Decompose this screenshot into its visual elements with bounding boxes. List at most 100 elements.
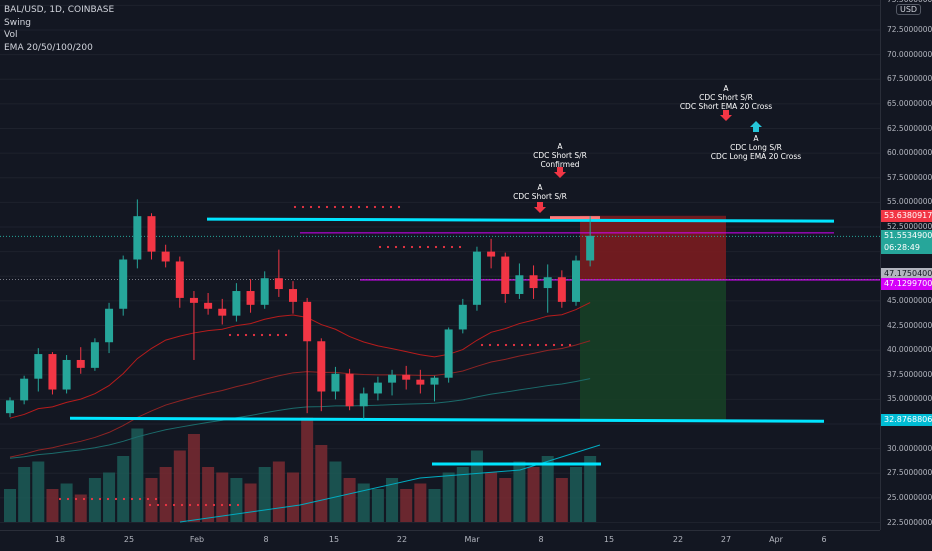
currency-button[interactable]: USD xyxy=(896,4,922,15)
candle-body xyxy=(416,379,425,385)
candle-body xyxy=(204,302,213,309)
candle-body xyxy=(543,277,552,289)
signal-text: CDC Short EMA 20 Cross xyxy=(679,102,773,111)
time-tick-label: Apr xyxy=(769,535,783,544)
swing-dot xyxy=(196,503,200,507)
swing-dot xyxy=(98,497,102,501)
volume-bar xyxy=(272,461,285,522)
volume-bar xyxy=(329,461,342,522)
swing-dot xyxy=(552,343,556,347)
signal-text: Confirmed xyxy=(540,160,580,169)
entry-marker xyxy=(550,216,600,220)
volume-bar xyxy=(60,483,73,522)
candle-body xyxy=(303,301,312,342)
volume-bar xyxy=(541,456,554,522)
time-tick-label: 27 xyxy=(720,535,732,544)
swing-dot xyxy=(488,343,492,347)
swing-dot xyxy=(146,497,150,501)
price-chart[interactable] xyxy=(0,0,880,530)
ema-20-line xyxy=(9,302,591,419)
volume-bar xyxy=(570,467,582,522)
swing-dot xyxy=(268,333,272,337)
volume-bar xyxy=(244,483,257,522)
candle-body xyxy=(472,251,481,305)
swing-dot xyxy=(410,245,414,249)
signal-arrows xyxy=(534,110,762,213)
volume-bar xyxy=(470,450,483,522)
swing-dot xyxy=(90,497,94,501)
indicator-ema[interactable]: EMA 20/50/100/200 xyxy=(4,42,93,53)
volume-bar xyxy=(131,428,144,522)
short-signal-2-label: A CDC Short S/R Confirmed xyxy=(533,142,587,169)
price-tag: 47.17504000 xyxy=(881,268,932,281)
candle-body xyxy=(90,342,99,368)
symbol-label[interactable]: BAL/USD, 1D, COINBASE xyxy=(4,5,115,15)
swing-dot xyxy=(520,343,524,347)
time-tick-label: 25 xyxy=(123,535,135,544)
swing-dot xyxy=(560,343,564,347)
signal-text: CDC Short S/R xyxy=(699,93,753,102)
swing-dot xyxy=(496,343,500,347)
legend-short-label: A CDC Short S/R CDC Short EMA 20 Cross xyxy=(680,84,772,111)
swing-dot xyxy=(164,503,168,507)
swing-dot xyxy=(156,503,160,507)
volume-bar xyxy=(456,467,469,522)
position-zones xyxy=(580,215,726,421)
swing-dot xyxy=(309,205,313,209)
stop-zone xyxy=(580,215,726,280)
price-axis[interactable]: 75.50000000 72.50000000 70.00000000 67.5000… xyxy=(880,0,932,530)
indicator-swing[interactable]: Swing xyxy=(4,17,31,28)
swing-dot xyxy=(373,205,377,209)
swing-dot xyxy=(204,503,208,507)
volume-bar xyxy=(46,489,59,522)
volume-bar xyxy=(301,417,314,522)
swing-dot xyxy=(114,497,118,501)
price-tick-label: 22.50000000 xyxy=(887,517,932,527)
volume-bar xyxy=(187,434,200,522)
candle-body xyxy=(359,393,368,407)
legend-short-arrow xyxy=(720,110,732,121)
volume-bar xyxy=(230,478,243,522)
indicator-vol[interactable]: Vol xyxy=(4,30,18,40)
swing-dot xyxy=(418,245,422,249)
price-tick-label: 62.50000000 xyxy=(887,123,932,133)
candle-body xyxy=(487,251,496,257)
candle-body xyxy=(232,291,241,316)
price-tick-label: 27.50000000 xyxy=(887,468,932,478)
ema-200-line xyxy=(179,444,601,523)
signal-text: CDC Long EMA 20 Cross xyxy=(710,152,802,161)
volume-bar xyxy=(159,467,172,522)
time-axis[interactable]: 18 25 Feb 8 15 22 Mar 8 15 22 27 Apr 6 xyxy=(0,530,880,551)
candle-body xyxy=(458,304,467,330)
swing-dot xyxy=(220,503,224,507)
swing-dot xyxy=(130,497,134,501)
candle-body xyxy=(133,216,142,260)
time-tick-label: 15 xyxy=(603,535,615,544)
signal-text: CDC Long S/R xyxy=(730,143,782,152)
volume-bar xyxy=(88,478,101,522)
candle-body xyxy=(557,277,566,302)
candle-body xyxy=(331,373,340,392)
price-tick-label: 40.00000000 xyxy=(887,345,932,355)
chart-grid xyxy=(0,4,880,523)
candlesticks xyxy=(6,199,595,420)
candle-body xyxy=(529,275,538,289)
swing-dot xyxy=(172,503,176,507)
price-tick-label: 57.50000000 xyxy=(887,172,932,182)
price-tick-label: 37.50000000 xyxy=(887,369,932,379)
swing-dot xyxy=(426,245,430,249)
swing-dot xyxy=(458,245,462,249)
candle-body xyxy=(388,374,397,383)
price-tag: 53.63809170 xyxy=(881,209,932,222)
swing-dot xyxy=(349,205,353,209)
swing-dot xyxy=(402,245,406,249)
time-tick-label: 22 xyxy=(396,535,408,544)
candle-body xyxy=(289,289,297,302)
swing-dot xyxy=(434,245,438,249)
volume-bar xyxy=(584,456,597,522)
swing-dot xyxy=(138,497,142,501)
price-tick-label: 52.50000000 xyxy=(887,222,932,231)
candle-body xyxy=(175,261,184,298)
resistance-line xyxy=(206,217,835,223)
swing-dot xyxy=(236,503,240,507)
